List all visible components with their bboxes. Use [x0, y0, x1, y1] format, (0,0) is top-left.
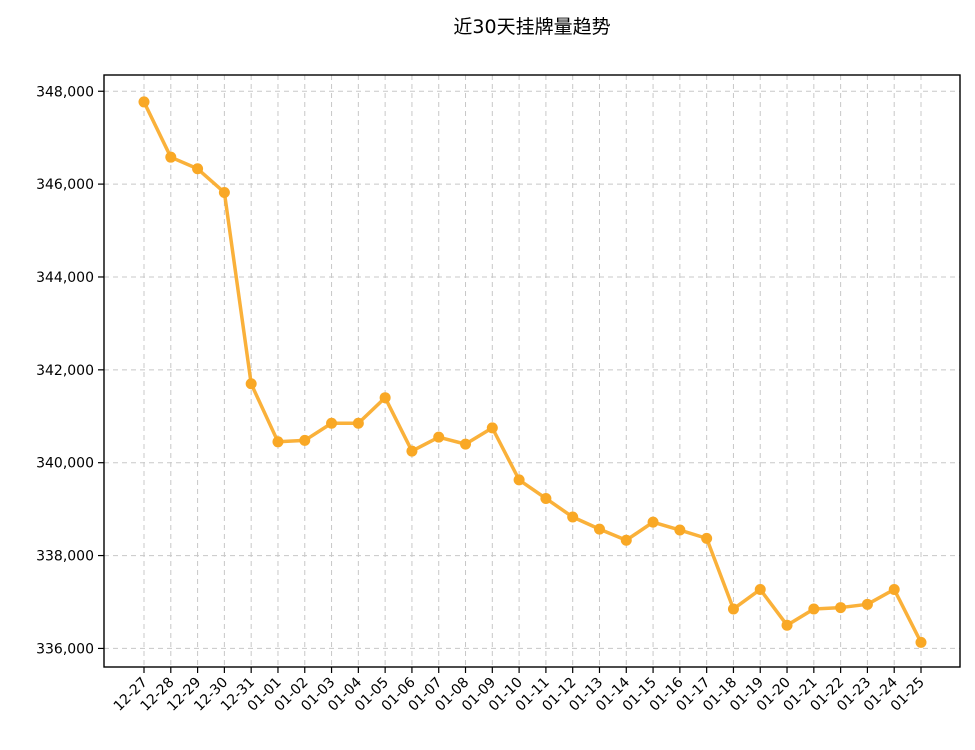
data-point — [245, 378, 257, 390]
data-point — [701, 532, 713, 544]
data-point — [915, 636, 927, 648]
data-point — [433, 431, 445, 443]
data-point — [513, 474, 525, 486]
data-point — [326, 417, 338, 429]
data-point — [272, 436, 284, 448]
y-tick-label: 338,000 — [36, 549, 94, 565]
data-point — [138, 96, 150, 108]
data-point — [888, 583, 900, 595]
data-point — [674, 524, 686, 536]
plot-frame — [103, 74, 961, 668]
data-point — [192, 163, 204, 175]
data-point — [165, 151, 177, 163]
data-point — [861, 598, 873, 610]
data-point — [379, 392, 391, 404]
data-point — [781, 619, 793, 631]
data-point — [218, 186, 230, 198]
y-tick-label: 342,000 — [36, 363, 94, 379]
data-point — [540, 492, 552, 504]
data-point — [567, 511, 579, 523]
data-point — [754, 583, 766, 595]
data-point — [727, 603, 739, 615]
y-tick-label: 348,000 — [36, 84, 94, 100]
data-point — [460, 438, 472, 450]
grid-layer — [104, 75, 960, 667]
data-point — [406, 445, 418, 457]
data-point — [647, 516, 659, 528]
series-layer — [138, 96, 927, 648]
chart-title: 近30天挂牌量趋势 — [453, 16, 610, 38]
data-point — [620, 534, 632, 546]
y-tick-label: 336,000 — [36, 641, 94, 657]
data-point — [593, 523, 605, 535]
y-tick-label: 346,000 — [36, 177, 94, 193]
y-tick-label: 344,000 — [36, 270, 94, 286]
data-point — [352, 417, 364, 429]
y-tick-label: 340,000 — [36, 456, 94, 472]
data-point — [808, 603, 820, 615]
data-point — [299, 434, 311, 446]
data-point — [486, 422, 498, 434]
series-line — [142, 100, 923, 645]
data-point — [835, 602, 847, 614]
